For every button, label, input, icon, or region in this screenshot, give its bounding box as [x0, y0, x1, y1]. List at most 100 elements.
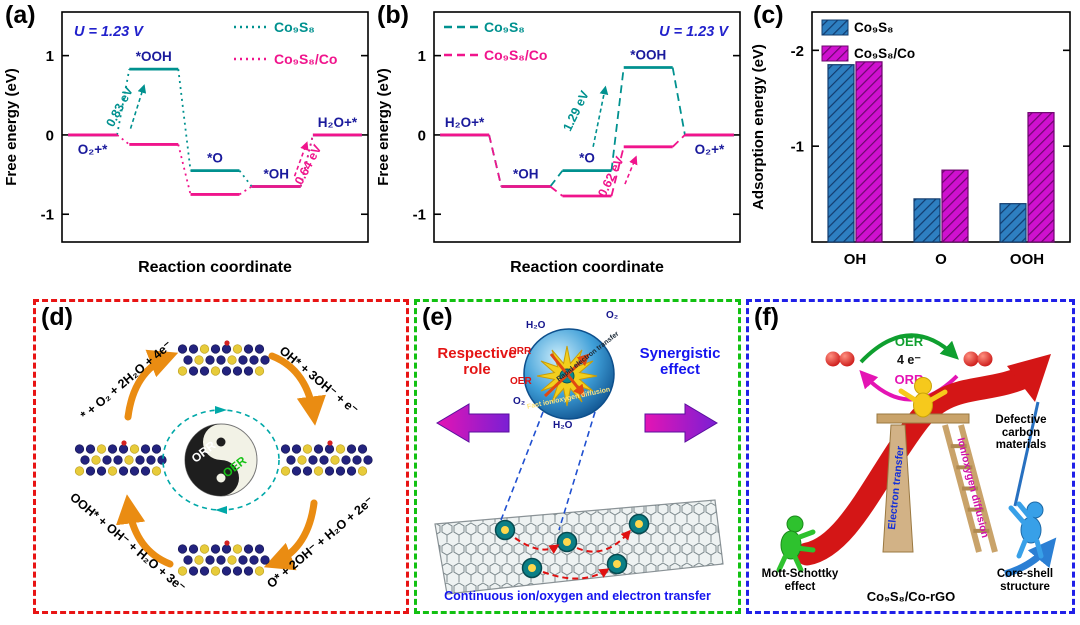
- oer-arc-arrow: [859, 333, 959, 364]
- core-shell-label: Core-shell structure: [996, 568, 1054, 593]
- panel-b-free-energy-oer: -1 0 1 Reaction coordinate Free energy (eV) H…: [372, 0, 747, 294]
- yinyang-dot-dark: [216, 437, 226, 447]
- h2o-bottom-label: H₂O: [553, 420, 573, 431]
- bar-Co₉S₈/Co-OH: [855, 61, 883, 243]
- legend-item: Co₉S₈: [854, 20, 893, 35]
- orr-free-energy-chart: -1 0 1 Reaction coordinate Free energy (eV) O…: [3, 11, 369, 276]
- four-electron-label: 4 e⁻: [897, 353, 921, 367]
- state-label: *O: [207, 151, 223, 166]
- bar-Co₉S₈-OOH: [999, 203, 1027, 243]
- oer-side-label: OER: [510, 376, 532, 387]
- cycle-arrow-bottom-right: [263, 499, 318, 571]
- state-label: *OH: [263, 166, 289, 181]
- y-tick-label: 0: [418, 127, 426, 144]
- electron-pathway-arrows: [543, 353, 590, 398]
- axes-box: [433, 11, 741, 243]
- redox-cycle-arrows: [116, 349, 326, 571]
- continuous-transfer-label: Continuous ion/oxygen and electron trans…: [444, 589, 711, 603]
- y-tick-label: -1: [791, 139, 804, 156]
- legend-item: Co₉S₈: [274, 19, 315, 35]
- bar-Co₉S₈/Co-OOH: [1027, 112, 1055, 243]
- panel-f-concept-cartoon: OER 4 e⁻ ORR: [746, 299, 1075, 614]
- orr-side-label: ORR: [509, 346, 532, 357]
- axes-box: [61, 11, 369, 243]
- y-tick-label: 1: [418, 48, 426, 65]
- panel-a-label: (a): [5, 1, 36, 29]
- state-label: *OH: [513, 166, 539, 181]
- panel-e-label: (e): [422, 303, 453, 331]
- y-tick-label: -1: [41, 207, 54, 224]
- oxygen-molecule-left: [825, 351, 855, 367]
- y-tick-label: 1: [46, 48, 54, 65]
- yinyang-dot-light: [216, 473, 226, 483]
- core-shell-figure: [1008, 501, 1044, 559]
- state-label: *OOH: [630, 48, 666, 63]
- state-label: O₂+*: [695, 142, 725, 157]
- orr-oer-cycle-schematic: ORR OER: [74, 340, 373, 576]
- o2-left-label: O₂: [513, 396, 525, 407]
- worker-figure: [898, 377, 948, 418]
- legend-item: Co₉S₈/Co: [854, 46, 915, 61]
- y-tick-label: -1: [413, 207, 426, 224]
- cycle-arrow-top-right: [268, 352, 326, 426]
- crystal-structure-models: [74, 340, 373, 576]
- ladder-rails: [942, 424, 998, 553]
- y-axis-label: Free energy (eV): [375, 68, 392, 186]
- potential-label: U = 1.23 V: [659, 24, 729, 40]
- energy-annotation: 1.29 eV: [560, 88, 592, 133]
- legend-swatch: [821, 45, 849, 62]
- annotation-arrow: [592, 85, 609, 147]
- mott-schottky-figure: [776, 515, 816, 573]
- mott-schottky-label: Mott-Schottky effect: [761, 568, 839, 593]
- energy-annotation: 0.64 eV: [292, 142, 325, 187]
- legend-item: Co₉S₈/Co: [274, 51, 337, 67]
- respective-role-arrow: [436, 403, 510, 443]
- adsorption-energy-bar-chart: -1 -2 Adsorption energy (eV) OH O OOH Co₉S₈ Co₉…: [750, 11, 1071, 268]
- panel-a-free-energy-orr: -1 0 1 Reaction coordinate Free energy (eV) O…: [0, 0, 375, 294]
- oer-free-energy-chart: -1 0 1 Reaction coordinate Free energy (eV) H…: [375, 11, 741, 276]
- synergistic-effect-arrow: [644, 403, 718, 443]
- synergy-schematic: O₂ H₂O ORR OER O₂ H₂O Rapid electron tra…: [434, 310, 724, 595]
- nanoparticles-on-sheet: [494, 513, 650, 579]
- y-axis-label: Free energy (eV): [3, 68, 20, 186]
- crystal-slab: [280, 440, 373, 476]
- state-label: H₂O+*: [318, 115, 358, 130]
- legend-item: Co₉S₈: [484, 19, 525, 35]
- legend-item: Co₉S₈/Co: [484, 47, 547, 63]
- ellipse-arrowhead-top: [215, 406, 227, 414]
- respective-role-label: Respective role: [437, 345, 517, 379]
- state-label: *OOH: [136, 49, 172, 64]
- scaffold-ladder: [876, 413, 998, 553]
- panel-b-label: (b): [377, 1, 409, 29]
- oer-cycle-label: OER: [895, 334, 924, 349]
- defective-carbon-label: Defective carbon materials: [995, 414, 1047, 452]
- state-label: *O: [579, 151, 595, 166]
- category-label: OOH: [1010, 251, 1044, 268]
- core-shell-boost-arrow: [1003, 537, 1057, 578]
- panel-c-adsorption-energy: -1 -2 Adsorption energy (eV) OH O OOH Co₉S₈ Co₉…: [748, 0, 1080, 294]
- potential-label: U = 1.23 V: [74, 24, 144, 40]
- energy-annotation: 0.62 eV: [595, 154, 627, 199]
- category-label: O: [935, 251, 947, 268]
- scaffold-pillar: [882, 424, 914, 553]
- state-label: H₂O+*: [445, 115, 485, 130]
- material-name-label: Co₉S₈/Co-rGO: [866, 589, 956, 604]
- state-label: O₂+*: [78, 142, 108, 157]
- annotation-arrow: [129, 84, 147, 129]
- annotation-arrow: [293, 141, 309, 177]
- concept-cartoon: OER 4 e⁻ ORR: [776, 333, 1057, 578]
- o2-top-label: O₂: [606, 310, 618, 321]
- y-tick-label: 0: [46, 127, 54, 144]
- x-axis-label: Reaction coordinate: [138, 259, 292, 276]
- crystal-slab: [74, 440, 167, 476]
- series-Co₉S₈/Co: [68, 133, 362, 196]
- ellipse-arrowhead-bottom: [215, 506, 227, 514]
- ion-transfer-arrows: [514, 529, 631, 580]
- graphene-sheet: [434, 499, 724, 595]
- axes-box: [811, 11, 1071, 243]
- cycle-arrow-bottom-left: [116, 494, 174, 568]
- panel-e-synergy-schematic: O₂ H₂O ORR OER O₂ H₂O Rapid electron tra…: [414, 299, 741, 614]
- cycle-arrow-top-left: [124, 349, 179, 421]
- legend-swatch: [821, 19, 849, 36]
- zoom-connector-lines: [500, 411, 596, 531]
